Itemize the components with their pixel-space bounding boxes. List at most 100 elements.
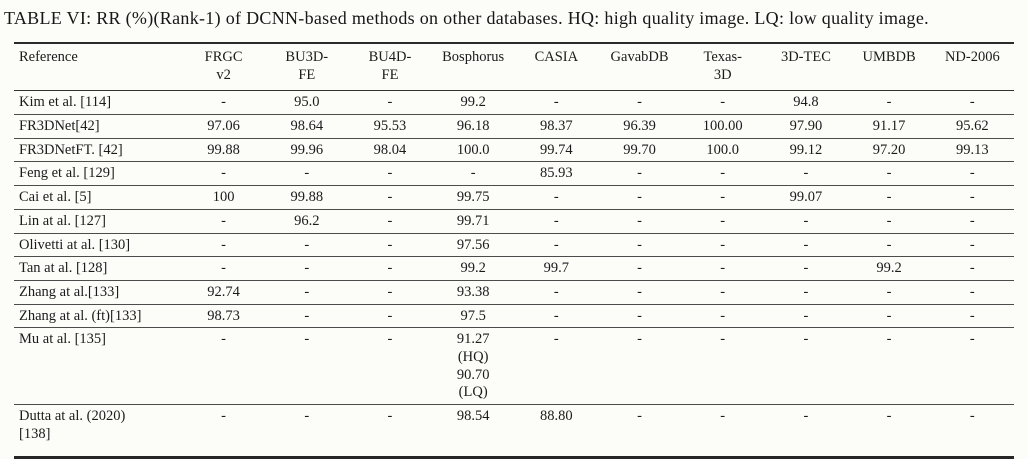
reference-cell: Feng et al. [129] (19, 165, 115, 182)
value-cell: - (969, 307, 975, 324)
value-cell: - (969, 260, 975, 277)
column-header: ND-2006 (930, 43, 1014, 92)
value-cell: - (803, 408, 809, 424)
reference-cell: Zhang at al.[133] (19, 283, 120, 300)
value-cell: - (720, 331, 726, 348)
results-table: Reference FRGC v2 BU3D- FE BU4D- FE Bosphoru… (14, 42, 1014, 459)
value-cell: - (553, 307, 559, 324)
value-cell: 99.2 (876, 260, 902, 277)
value-cell: - (304, 283, 310, 300)
value-cell: 95.62 (956, 118, 989, 135)
value-cell: - (886, 212, 892, 229)
value-cell: 99.74 (540, 141, 573, 158)
value-cell: - (886, 283, 892, 300)
value-cell: - (803, 283, 809, 300)
table-row: Cai et al. [5] 100 99.88 - 99.75 - - - 99.07 - - (14, 186, 1014, 210)
value-cell: - (886, 307, 892, 324)
value-cell: - (637, 260, 642, 277)
value-cell: 95.0 (294, 94, 320, 111)
value-cell: - (886, 236, 892, 253)
value-cell: - (969, 331, 975, 348)
value-cell: 94.8 (793, 94, 819, 111)
table-row: Feng et al. [129] - - - - 85.93 - - - - - (14, 162, 1014, 186)
reference-cell: FR3DNetFT. [42] (19, 141, 123, 158)
value-cell: - (387, 408, 393, 424)
value-cell: 93.38 (456, 283, 490, 300)
value-cell: 97.06 (207, 118, 240, 135)
value-cell: - (387, 94, 393, 111)
value-cell: - (969, 189, 975, 206)
value-cell: - (637, 283, 642, 300)
value-cell: - (803, 307, 809, 324)
value-cell: 97.20 (872, 141, 906, 158)
value-cell: - (969, 408, 975, 424)
value-cell: - (886, 94, 892, 111)
value-cell: 97.5 (460, 307, 486, 324)
value-cell: - (221, 212, 227, 229)
table-caption: TABLE VI: RR (%)(Rank-1) of DCNN-based m… (4, 8, 929, 28)
table-row: Dutta at al. (2020) [138] - - - 98.54 88.80 - -… (14, 405, 1014, 458)
value-cell: - (720, 408, 726, 424)
value-cell: - (637, 94, 642, 111)
table-row: Tan at al. [128] - - - 99.2 99.7 - - - 99.2 - (14, 257, 1014, 281)
value-cell: - (720, 260, 726, 277)
value-cell: - (886, 189, 892, 206)
value-cell: 100.00 (702, 118, 743, 135)
column-header: GavabDB (597, 43, 682, 92)
reference-cell: Olivetti at al. [130] (19, 236, 131, 253)
value-cell: 98.04 (373, 141, 407, 158)
value-cell: 98.73 (207, 307, 240, 324)
value-cell: - (969, 283, 975, 300)
value-cell: 99.7 (543, 260, 570, 277)
value-cell: - (637, 331, 642, 348)
value-cell: - (886, 165, 892, 182)
value-cell: - (553, 94, 559, 111)
reference-cell: Cai et al. [5] (19, 189, 92, 206)
value-cell: 96.39 (623, 118, 656, 135)
table-row: Olivetti at al. [130] - - - 97.56 - - - - - - (14, 233, 1014, 257)
value-cell: - (221, 331, 227, 348)
value-cell: - (304, 236, 310, 253)
value-cell: - (553, 189, 559, 206)
value-cell: - (720, 189, 726, 206)
reference-cell: Kim et al. [114] (19, 94, 112, 111)
value-cell: 91.27 (HQ) 90.70 (LQ) (456, 331, 490, 401)
value-cell: - (637, 165, 642, 182)
value-cell: - (387, 212, 393, 229)
value-cell: - (387, 189, 393, 206)
value-cell: - (803, 331, 809, 348)
column-header: Bosphorus (431, 43, 515, 92)
value-cell: - (470, 165, 476, 182)
value-cell: - (304, 165, 310, 182)
value-cell: - (221, 260, 227, 277)
column-header: Texas- 3D (681, 43, 765, 92)
value-cell: 85.93 (540, 165, 573, 182)
table-row: Mu at al. [135] - - - 91.27 (HQ) 90.70 (LQ) -… (14, 328, 1014, 405)
value-cell: - (553, 283, 559, 300)
value-cell: - (803, 260, 809, 277)
value-cell: 99.12 (789, 141, 823, 158)
value-cell: - (387, 236, 393, 253)
value-cell: - (886, 331, 892, 348)
table-row: Zhang at al. (ft)[133] 98.73 - - 97.5 - - - - - - (14, 304, 1014, 328)
value-cell: - (221, 165, 227, 182)
value-cell: - (387, 165, 393, 182)
value-cell: 99.96 (290, 141, 324, 158)
value-cell: 98.54 (456, 408, 490, 424)
value-cell: - (637, 408, 642, 424)
value-cell: - (803, 165, 809, 182)
value-cell: 98.37 (540, 118, 573, 135)
column-header: CASIA (514, 43, 598, 92)
column-header: BU4D- FE (348, 43, 432, 92)
value-cell: - (221, 94, 227, 111)
column-header-reference: Reference (14, 43, 182, 92)
value-cell: - (969, 165, 975, 182)
value-cell: - (720, 165, 726, 182)
value-cell: - (304, 331, 310, 348)
value-cell: - (304, 260, 310, 277)
value-cell: 99.70 (623, 141, 656, 158)
value-cell: 100.0 (706, 141, 740, 158)
value-cell: 99.75 (456, 189, 490, 206)
value-cell: 97.56 (456, 236, 490, 253)
